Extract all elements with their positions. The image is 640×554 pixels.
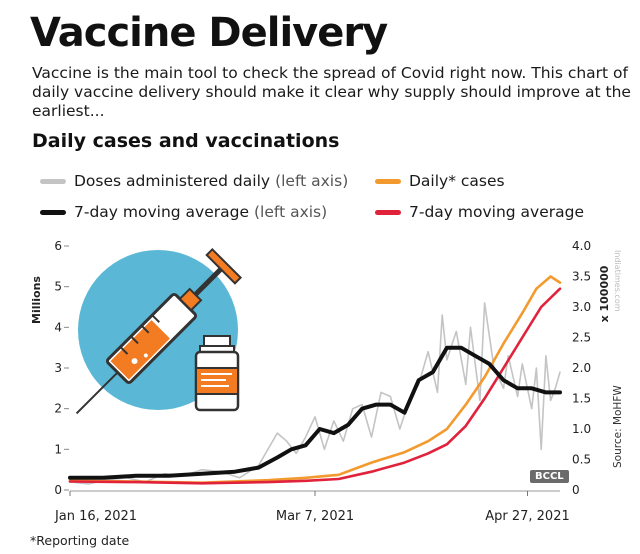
legend-note-doses: (left axis): [275, 172, 349, 190]
legend-swatch-doses-avg: [40, 209, 66, 215]
legend-swatch-cases-avg: [375, 209, 401, 215]
left-axis-label: Millions: [30, 276, 43, 324]
right-axis-tick-label: 1.0: [572, 422, 591, 436]
footnote: *Reporting date: [30, 533, 130, 548]
legend-item-doses: Doses administered daily (left axis): [40, 172, 348, 190]
right-axis-tick-label: 1.5: [572, 392, 591, 406]
right-axis: 0 0.5 1.0 1.5 2.0 2.5 3.0 3.5 4.0 x 100000: [572, 239, 611, 497]
syringe-icon: [75, 247, 243, 415]
right-axis-tick-label: 3.5: [572, 270, 591, 284]
series-layer: [68, 275, 562, 485]
left-axis-tick-label: 0: [54, 483, 62, 497]
left-axis-tick-label: 3: [54, 361, 62, 375]
bccl-badge: BCCL: [530, 470, 569, 483]
chart-svg: 0 1 2 3 4 5 6 Millions 0 0.5 1.0 1.5 2.0 2.5 3.0 3.5 4.…: [30, 239, 611, 524]
legend-label-cases-avg: 7-day moving average: [409, 203, 584, 221]
x-axis-tick-label: Apr 27, 2021: [485, 509, 570, 524]
left-axis-tick-label: 1: [54, 442, 62, 456]
left-axis-tick-label: 6: [54, 239, 62, 253]
legend-note-doses-avg: (left axis): [254, 203, 328, 221]
series-line-1: [68, 345, 562, 480]
legend-label-doses-avg: 7-day moving average: [74, 203, 249, 221]
legend-label-doses: Doses administered daily: [74, 172, 271, 190]
x-axis-tick-label: Mar 7, 2021: [276, 509, 354, 524]
watermark: Indiatimes.com: [613, 250, 622, 312]
series-line-3: [68, 287, 562, 485]
series-line-2: [68, 275, 562, 484]
right-axis-tick-label: 2.0: [572, 361, 591, 375]
legend-swatch-doses: [40, 178, 66, 184]
legend-item-cases-avg: 7-day moving average: [375, 203, 584, 221]
legend-swatch-cases: [375, 178, 401, 184]
right-axis-label: x 100000: [598, 265, 611, 322]
vaccine-illustration: [75, 247, 243, 415]
right-axis-tick-label: 2.5: [572, 331, 591, 345]
left-axis-tick-label: 4: [54, 320, 62, 334]
page-title: Vaccine Delivery: [30, 10, 388, 56]
source-credit: Source: MoHFW: [612, 385, 624, 468]
right-axis-tick-label: 0: [572, 483, 580, 497]
right-axis-tick-label: 4.0: [572, 239, 591, 253]
legend-item-cases: Daily* cases: [375, 172, 505, 190]
vaccine-vial-icon: [194, 335, 240, 412]
left-axis-tick-label: 2: [54, 402, 62, 416]
x-axis-tick-label: Jan 16, 2021: [54, 509, 137, 524]
left-axis-tick-label: 5: [54, 280, 62, 294]
chart-title: Daily cases and vaccinations: [32, 130, 340, 152]
subtitle: Vaccine is the main tool to check the sp…: [32, 64, 631, 120]
chart-legend: Doses administered daily (left axis) Dai…: [40, 172, 640, 232]
legend-item-doses-avg: 7-day moving average (left axis): [40, 203, 327, 221]
left-axis: 0 1 2 3 4 5 6 Millions: [30, 239, 69, 497]
right-axis-tick-label: 0.5: [572, 453, 591, 467]
legend-label-cases: Daily* cases: [409, 172, 505, 190]
x-axis: Jan 16, 2021 Mar 7, 2021 Apr 27, 2021: [54, 490, 570, 524]
right-axis-tick-label: 3.0: [572, 300, 591, 314]
